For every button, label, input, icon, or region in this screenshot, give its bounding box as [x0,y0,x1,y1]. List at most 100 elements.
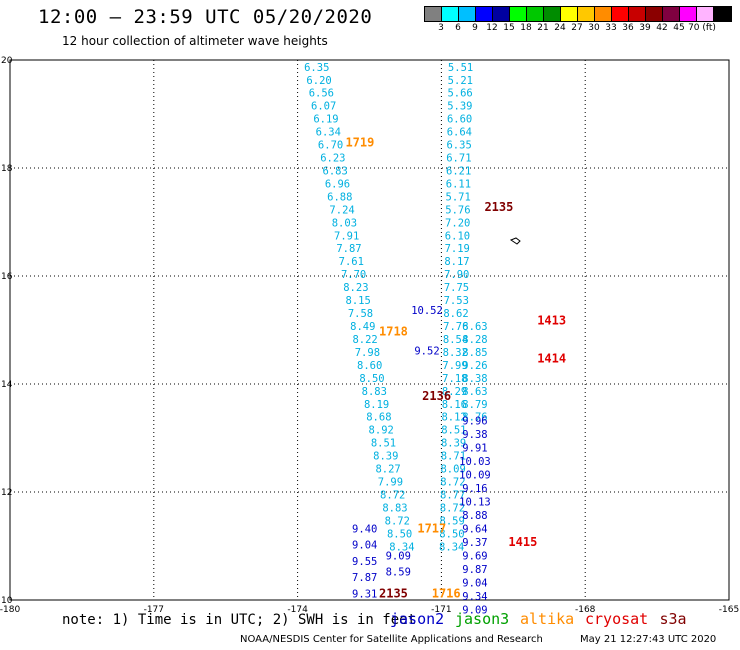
wave-height-value: 8.72 [440,502,465,514]
wave-height-value: 6.07 [311,101,336,113]
wave-height-value: 7.99 [442,360,467,372]
wave-height-value: 6.11 [446,178,471,190]
wave-height-value: 9.04 [462,578,487,590]
colorbar-swatch [697,7,714,21]
wave-height-value: 9.16 [462,483,487,495]
wave-height-value: 9.91 [462,443,487,455]
wave-height-value: 10.52 [411,305,443,317]
wave-height-value: 6.19 [313,114,338,126]
wave-height-value: 9.87 [462,564,487,576]
satellite-legend-item: jason2 [390,610,445,628]
wave-height-value: 8.15 [346,295,371,307]
wave-height-value: 8.72 [380,489,405,501]
pass-time-label: 1718 [379,324,408,338]
wave-height-value: 8.39 [441,438,466,450]
wave-height-value: 5.76 [445,204,470,216]
wave-height-value: 8.34 [439,541,464,553]
colorbar-label: 12 [486,23,498,33]
satellite-legend-item: altika [520,610,575,628]
wave-height-value: 7.20 [445,217,470,229]
wave-height-value: 9.64 [462,524,487,536]
credit-text: NOAA/NESDIS Center for Satellite Applica… [240,634,543,645]
wave-height-value: 9.37 [462,537,487,549]
wave-height-value: 7.70 [341,269,366,281]
wave-height-value: 8.51 [441,425,466,437]
wave-height-value: 8.77 [440,489,465,501]
colorbar-swatch [561,7,578,21]
x-tick-label: -168 [575,605,596,615]
wave-height-value: 8.72 [385,515,410,527]
colorbar-swatch [476,7,493,21]
wave-height-value: 7.76 [443,321,468,333]
y-tick-label: 14 [1,380,13,390]
colorbar-label: 33 [605,23,617,33]
wave-height-value: 8.83 [382,502,407,514]
wave-height-value: 8.62 [443,308,468,320]
colorbar-label: 42 [656,23,668,33]
x-tick-label: -177 [144,605,164,615]
wave-height-value: 8.51 [371,438,396,450]
wave-height-value: 5.21 [448,75,473,87]
page-title: 12:00 — 23:59 UTC 05/20/2020 [38,6,373,28]
wave-height-value: 6.70 [318,140,343,152]
colorbar-swatch [544,7,561,21]
colorbar-swatch [595,7,612,21]
x-tick-label: -180 [0,605,20,615]
wave-height-value: 5.39 [447,101,472,113]
colorbar-swatch [442,7,459,21]
pass-time-label: 1413 [537,314,566,328]
wave-height-value: 8.68 [366,412,391,424]
colorbar-swatch [680,7,697,21]
wave-height-value: 7.75 [444,282,469,294]
colorbar-label: 30 [588,23,600,33]
wave-height-value: 6.96 [325,178,350,190]
pass-time-label: 1716 [432,586,461,600]
wave-height-value: 7.87 [336,243,361,255]
wave-height-value: 9.09 [462,605,487,617]
wave-height-value: 8.59 [440,515,465,527]
wave-height-value: 8.23 [343,282,368,294]
wave-height-value: 10.03 [459,456,491,468]
wave-height-value: 8.29 [442,386,467,398]
wave-height-value: 7.90 [444,269,469,281]
colorbar-labels: 3 6 9 12 15 18 21 24 27 30 33 36 39 42 45 70 (ft) [424,23,734,35]
colorbar-swatch [510,7,527,21]
wave-height-value: 8.54 [443,334,468,346]
wave-height-value: 8.59 [386,567,411,579]
wave-height-value: 8.50 [439,528,464,540]
pass-time-label: 2135 [379,586,408,600]
colorbar-swatch [493,7,510,21]
wave-height-value: 6.71 [446,153,471,165]
wave-height-value: 8.34 [389,541,414,553]
wave-height-value: 9.52 [414,345,439,357]
wave-height-value: 10.09 [459,470,491,482]
wave-height-value: 6.56 [309,88,334,100]
y-tick-label: 16 [1,272,13,282]
colorbar-label: 70 (ft) [688,23,716,33]
wave-height-value: 8.17 [444,256,469,268]
colorbar-swatch [663,7,680,21]
pass-time-label: 1415 [508,535,537,549]
x-tick-label: -171 [431,605,451,615]
generated-timestamp: May 21 12:27:43 UTC 2020 [580,634,717,645]
wave-height-value: 6.20 [306,75,331,87]
wave-height-value: 8.22 [352,334,377,346]
colorbar-swatch [578,7,595,21]
wave-height-value: 6.10 [445,230,470,242]
wave-height-value: 8.39 [373,451,398,463]
wave-height-value: 9.31 [352,588,377,600]
wave-height-value: 7.87 [352,572,377,584]
wave-height-value: 9.38 [462,429,487,441]
pass-time-label: 2135 [484,200,513,214]
wave-height-value: 7.91 [334,230,359,242]
y-tick-label: 12 [1,488,12,498]
wave-height-value: 6.23 [320,153,345,165]
wave-height-value: 6.60 [447,114,472,126]
wave-height-value: 8.63 [462,321,487,333]
colorbar-label: 24 [554,23,566,33]
note-text: note: 1) Time is in UTC; 2) SWH is in fe… [62,612,417,628]
colorbar-label: 39 [639,23,651,33]
colorbar-label: 6 [455,23,461,33]
colorbar-label: 18 [520,23,532,33]
wave-height-value: 6.35 [446,140,471,152]
